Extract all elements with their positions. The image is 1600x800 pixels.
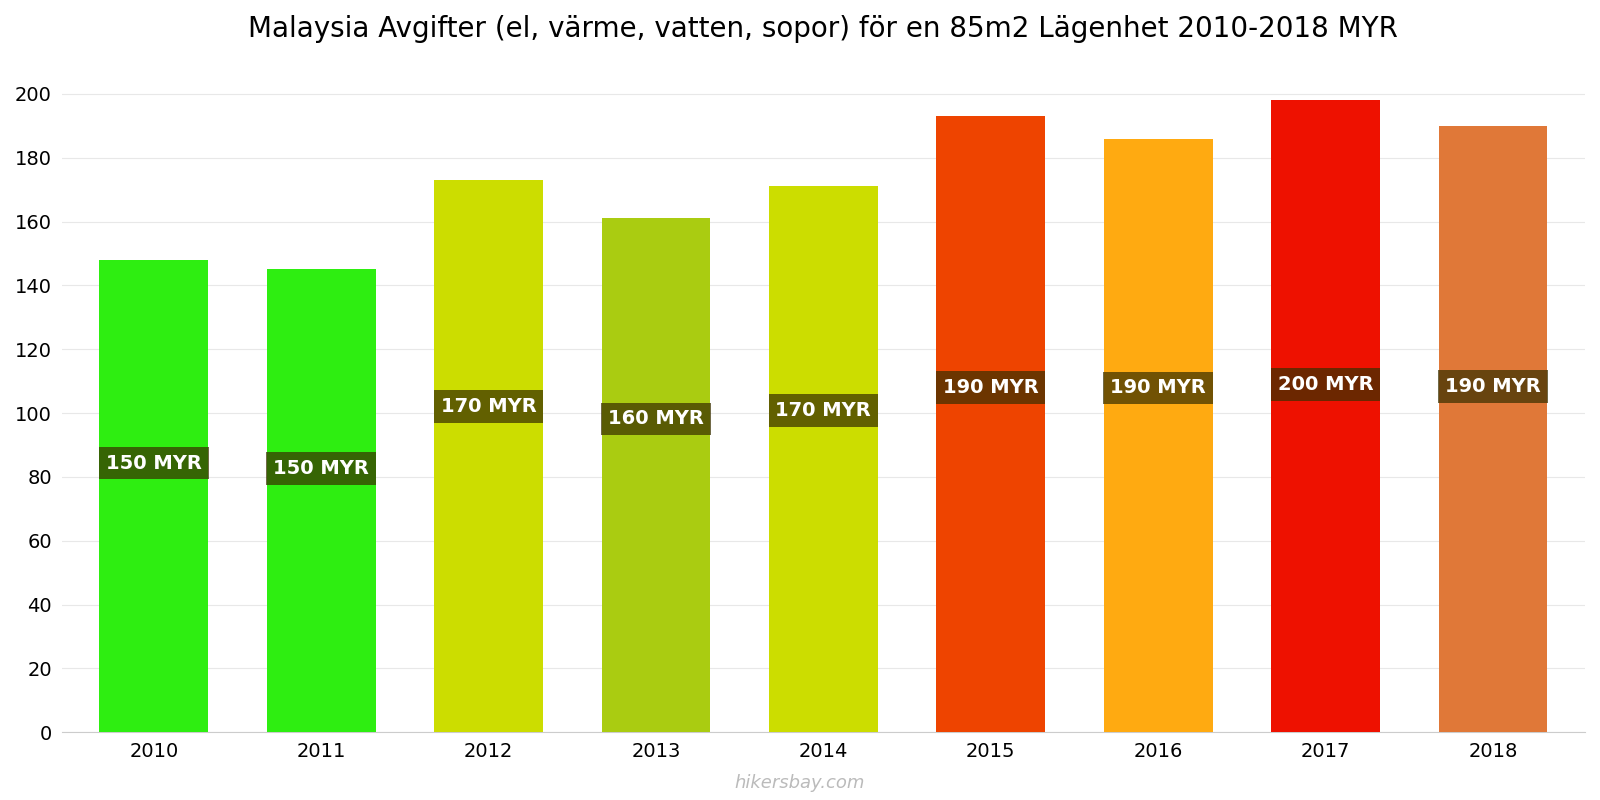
Text: 190 MYR: 190 MYR — [1445, 377, 1541, 396]
Text: 160 MYR: 160 MYR — [608, 410, 704, 428]
Bar — [1270, 100, 1379, 732]
Text: 150 MYR: 150 MYR — [274, 459, 370, 478]
Text: hikersbay.com: hikersbay.com — [734, 774, 866, 792]
Bar — [770, 186, 878, 732]
Bar — [602, 218, 710, 732]
Text: 150 MYR: 150 MYR — [106, 454, 202, 473]
Bar — [267, 270, 376, 732]
Bar — [99, 260, 208, 732]
Bar — [936, 116, 1045, 732]
Title: Malaysia Avgifter (el, värme, vatten, sopor) för en 85m2 Lägenhet 2010-2018 MYR: Malaysia Avgifter (el, värme, vatten, so… — [248, 15, 1398, 43]
Text: 190 MYR: 190 MYR — [1110, 378, 1206, 398]
Text: 170 MYR: 170 MYR — [440, 397, 536, 416]
Bar — [1104, 138, 1213, 732]
Text: 170 MYR: 170 MYR — [776, 401, 872, 420]
Bar — [434, 180, 542, 732]
Bar — [1438, 126, 1547, 732]
Text: 200 MYR: 200 MYR — [1278, 375, 1373, 394]
Text: 190 MYR: 190 MYR — [942, 378, 1038, 397]
